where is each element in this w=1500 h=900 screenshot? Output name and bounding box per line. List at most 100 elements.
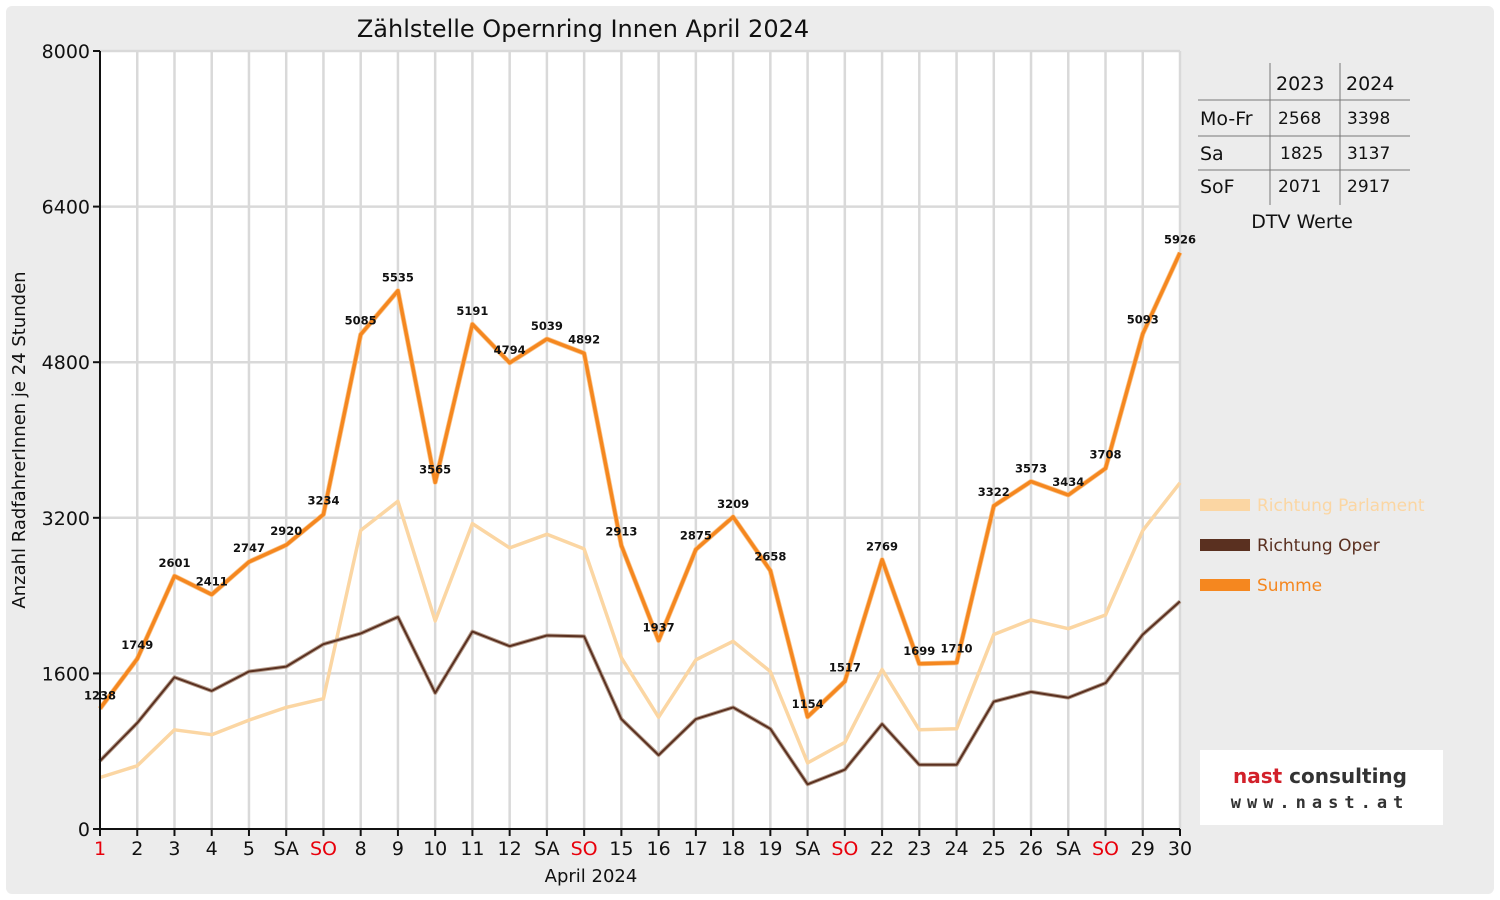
data-label: 5926 [1164,233,1196,247]
y-axis-ticks: 0 1600 3200 4800 6400 8000 [42,41,100,841]
y-tick-label: 8000 [42,41,90,63]
data-label: 2875 [680,528,712,542]
data-label: 5085 [345,313,377,327]
legend-swatch-summe [1200,579,1250,591]
x-tick-label: 11 [460,838,484,860]
dtv-cell: 2568 [1278,109,1321,129]
data-label: 5093 [1127,313,1159,327]
dtv-caption: DTV Werte [1251,211,1353,233]
data-label: 2411 [196,575,228,589]
x-tick-label: 9 [392,838,404,860]
series-line-summe [98,251,1182,719]
dtv-cell: 2917 [1347,177,1390,197]
y-tick-label: 0 [78,819,90,841]
y-tick-label: 6400 [42,197,90,219]
logo-text: nast consulting [1233,764,1407,788]
dtv-cell: 1825 [1280,144,1323,164]
data-label: 1154 [792,697,824,711]
y-tick-label: 4800 [42,352,90,374]
y-tick-label: 1600 [42,663,90,685]
x-tick-label: 24 [944,838,968,860]
x-tick-label: 2 [131,838,143,860]
x-axis-ticks: 1 2 3 4 5 SA SO 8 9 10 11 12 SA SO 15 16 17 18 19 SA SO 22 23 2… [94,829,1192,860]
x-tick-label: 3 [168,838,180,860]
legend-swatch-oper [1200,539,1250,551]
x-tick-label: 29 [1131,838,1155,860]
series-line-parlament [99,481,1182,780]
x-tick-label: SA [534,838,559,860]
logo: nast consulting www.nast.at [1200,750,1443,825]
data-label: 3434 [1052,475,1084,489]
x-tick-label: 15 [609,838,633,860]
dtv-table: 2023 2024 Mo-Fr 2568 3398 Sa 1825 3137 S… [1198,63,1410,233]
data-label: 3565 [419,462,451,476]
logo-name: nast [1233,764,1289,788]
dtv-row-label: Mo-Fr [1200,108,1253,130]
data-label: 2769 [866,540,898,554]
series-lines [97,251,1183,787]
data-labels: 1238 1749 2601 2411 2747 2920 3234 5085 5535 3565… [84,233,1196,711]
dtv-year-2023: 2023 [1276,73,1324,95]
chart-title: Zählstelle Opernring Innen April 2024 [357,15,809,43]
data-label: 1517 [829,660,861,674]
x-tick-label: SA [1056,838,1081,860]
x-tick-label: 30 [1168,838,1192,860]
plot-area [100,51,1180,829]
x-tick-label: 25 [982,838,1006,860]
legend-label-summe: Summe [1257,576,1322,596]
data-label: 5191 [456,304,488,318]
x-tick-label: 4 [206,838,218,860]
data-label: 1238 [84,689,116,703]
dtv-cell: 3137 [1347,144,1390,164]
logo-name-rest: consulting [1289,764,1407,788]
legend-label-oper: Richtung Oper [1257,536,1380,556]
y-axis-label: Anzahl RadfahrerInnen je 24 Stunden [9,271,30,608]
x-tick-label: SA [795,838,820,860]
logo-url: www.nast.at [1231,793,1410,813]
legend-label-parlament: Richtung Parlament [1257,496,1425,516]
dtv-cell: 3398 [1347,109,1390,129]
x-tick-label: 26 [1019,838,1043,860]
x-tick-label: 19 [758,838,782,860]
x-tick-label: 10 [423,838,447,860]
x-tick-label: SO [310,838,337,860]
x-tick-label: 12 [498,838,522,860]
data-label: 3209 [717,497,749,511]
axes [99,51,1180,830]
x-tick-label: SO [1092,838,1119,860]
x-tick-label: 17 [684,838,708,860]
x-tick-label: 1 [94,838,106,860]
data-label: 1749 [121,638,153,652]
x-tick-label: 22 [870,838,894,860]
data-label: 2658 [754,550,786,564]
dtv-row-label: SoF [1200,176,1235,198]
x-axis-label: April 2024 [545,866,638,887]
data-label: 5535 [382,271,414,285]
data-label: 4794 [494,343,526,357]
data-label: 1937 [643,621,675,635]
x-tick-label: SO [571,838,598,860]
x-tick-label: 16 [647,838,671,860]
series-line-oper [99,600,1181,786]
x-tick-label: 23 [907,838,931,860]
data-label: 2920 [270,524,302,538]
x-tick-label: 5 [243,838,255,860]
dtv-cell: 2071 [1278,177,1321,197]
plot-background [100,51,1180,829]
x-tick-label: 18 [721,838,745,860]
x-tick-label: SA [273,838,298,860]
dtv-year-2024: 2024 [1346,73,1394,95]
dtv-row-label: Sa [1200,143,1224,165]
data-label: 1699 [903,644,935,658]
data-label: 2747 [233,541,265,555]
data-label: 3322 [978,485,1010,499]
data-label: 2601 [158,556,190,570]
data-label: 5039 [531,319,563,333]
legend-swatch-parlament [1200,499,1250,511]
data-label: 1710 [941,642,973,656]
x-tick-label: 8 [355,838,367,860]
data-label: 3708 [1090,447,1122,461]
data-label: 3573 [1015,462,1047,476]
data-label: 2913 [605,525,637,539]
data-label: 4892 [568,332,600,346]
